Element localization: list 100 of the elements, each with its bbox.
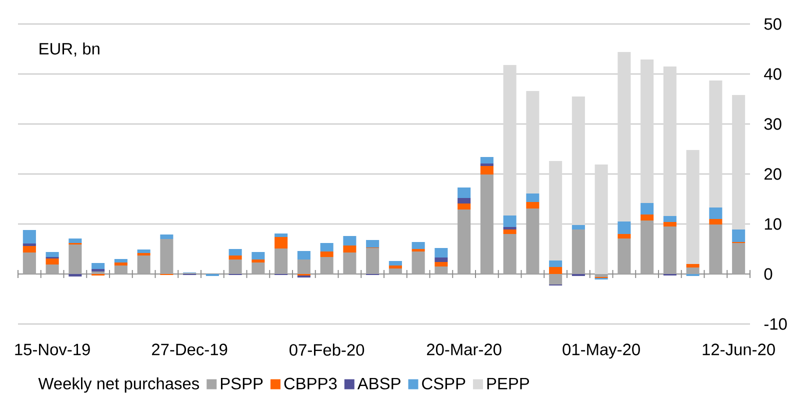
bar [297,251,310,260]
bar [640,220,654,274]
legend-label: PEPP [487,378,529,390]
bar [22,230,36,244]
bar [458,210,471,274]
x-tick-label: 01-May-20 [562,344,640,359]
bar [160,234,174,239]
bar [228,260,242,274]
bar [640,203,654,214]
bar [228,256,242,260]
y-tick-label: 10 [764,218,782,230]
bar [686,264,700,268]
bar [274,237,288,248]
bar [137,256,150,274]
y-tick-label: 30 [764,118,782,130]
bar [68,238,82,243]
bar [228,249,242,256]
bar [46,264,59,274]
bar [114,262,128,266]
bar [549,267,562,274]
bar [114,266,128,274]
bar [503,65,516,216]
bar [388,268,402,274]
bar [594,164,608,274]
bar [274,234,288,237]
bar [732,243,746,274]
bar [709,208,722,219]
bar [480,174,494,274]
bar [68,244,82,274]
bar [572,225,585,230]
bar [526,194,540,202]
bar [572,96,585,225]
bar [137,250,150,253]
bar [320,243,334,252]
bar [549,161,562,260]
x-tick-label: 15-Nov-19 [15,344,90,356]
bar [458,188,471,198]
bar [388,261,402,266]
bar [663,226,676,274]
bar [618,222,631,234]
bar [458,204,471,210]
x-tick-label: 07-Feb-20 [290,344,364,356]
bar [412,242,425,249]
bar [663,66,676,216]
bar [503,216,516,227]
y-axis-title: EUR, bn [40,42,100,57]
bar [709,80,722,208]
bar [252,252,265,260]
x-tick-label: 12-Jun-20 [702,344,775,356]
bar [526,208,540,274]
bar [434,266,448,274]
bar [549,274,562,284]
bar [320,252,334,257]
y-tick-label: 50 [764,18,782,30]
bar [686,268,700,274]
bar [526,91,540,194]
bar [618,238,631,274]
bar [22,252,36,274]
bar [252,262,265,274]
bar [686,150,700,264]
bar [709,224,722,274]
bar [434,248,448,258]
bar [640,214,654,220]
bar [503,234,516,274]
bar [594,274,608,277]
bar [297,260,310,274]
bar [46,252,59,257]
bar [366,240,380,248]
bar [46,258,59,264]
y-tick-label: 0 [764,268,772,280]
bar [732,95,746,230]
bar [640,60,654,203]
bar [92,263,105,269]
bar [160,239,174,274]
bar [343,252,356,274]
bar [366,248,380,274]
bar [526,202,540,208]
legend-label: CBPP3 [284,378,337,390]
bar [618,52,631,222]
legend-title: Weekly net purchases [38,377,199,393]
bar [458,198,471,204]
x-tick-label: 27-Dec-19 [152,344,228,356]
bar [503,230,516,234]
bar [252,260,265,262]
legend-label: CSPP [422,378,466,390]
bar [274,248,288,274]
bar [343,236,356,246]
bar [572,230,585,274]
bar [388,266,402,268]
bar [663,216,676,222]
legend-label: ABSP [357,378,400,390]
bar [709,219,722,224]
bar [412,252,425,274]
y-tick-label: 40 [764,68,782,80]
bar [343,246,356,252]
y-tick-label: -10 [764,318,787,330]
x-tick-label: 20-Mar-20 [426,344,502,356]
y-tick-label: 20 [764,168,782,180]
bar [114,259,128,262]
bar [480,157,494,164]
